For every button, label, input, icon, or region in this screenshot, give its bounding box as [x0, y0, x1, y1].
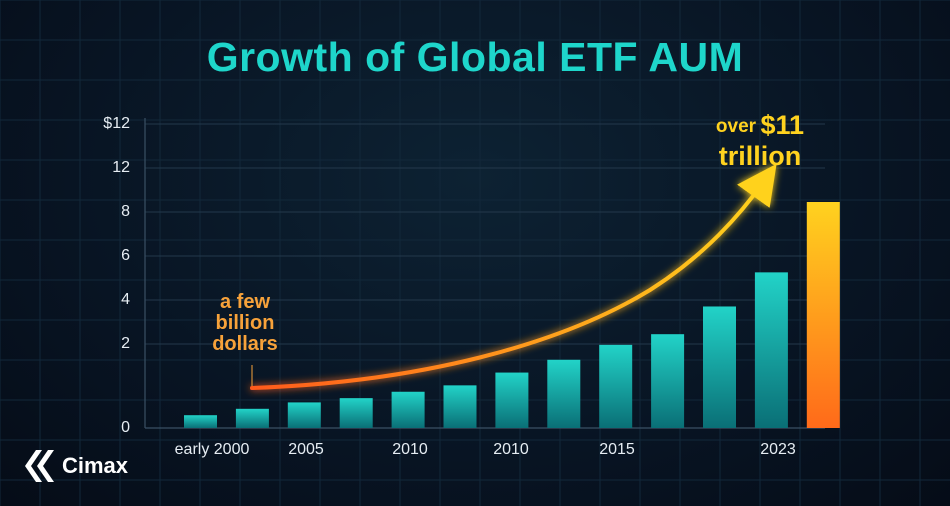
- annotation-start-line3: dollars: [212, 333, 278, 355]
- bar: [184, 415, 217, 428]
- annotation-end: over $11 trillion: [690, 110, 830, 171]
- y-tick-label: 0: [121, 419, 130, 436]
- annotation-start-line2: billion: [215, 312, 275, 334]
- annotation-end-suffix: trillion: [718, 141, 802, 171]
- bar: [287, 402, 321, 428]
- trend-arrow: [250, 163, 777, 390]
- bar: [651, 334, 685, 428]
- chart-title: Growth of Global ETF AUM: [206, 34, 744, 80]
- x-tick-label: 2023: [760, 441, 796, 458]
- bar: [599, 344, 633, 428]
- y-tick-label: 12: [112, 159, 130, 176]
- x-tick-label: 2010: [493, 441, 529, 458]
- x-tick-label: 2005: [288, 441, 324, 458]
- bar: [391, 391, 425, 428]
- bar: [443, 385, 477, 428]
- y-tick-label: 4: [121, 291, 130, 308]
- bar: [754, 272, 788, 428]
- bars: [184, 202, 840, 428]
- annotation-start: a few billion dollars: [190, 292, 300, 355]
- x-tick-label: 2015: [599, 441, 635, 458]
- y-tick-label: 6: [121, 247, 130, 264]
- y-tick-label: 8: [121, 203, 130, 220]
- bar: [339, 398, 373, 428]
- y-tick-label: 2: [121, 335, 130, 352]
- bar: [235, 408, 269, 428]
- annotation-start-line1: a few: [219, 291, 271, 313]
- annotation-end-amount: $11: [760, 110, 805, 140]
- bar: [703, 306, 736, 428]
- bar: [495, 372, 529, 428]
- y-tick-label: $12: [103, 115, 130, 132]
- trend-curve: [250, 163, 777, 390]
- x-tick-label: early 2000: [174, 441, 250, 458]
- bar: [547, 359, 581, 428]
- x-tick-label: 2010: [392, 441, 428, 458]
- annotation-end-prefix: over: [715, 116, 757, 137]
- bar-highlight: [806, 202, 840, 428]
- brand-logo: Cimax: [20, 446, 128, 486]
- brand-name: Cimax: [62, 453, 129, 478]
- double-chevron-logo-icon: [25, 450, 54, 482]
